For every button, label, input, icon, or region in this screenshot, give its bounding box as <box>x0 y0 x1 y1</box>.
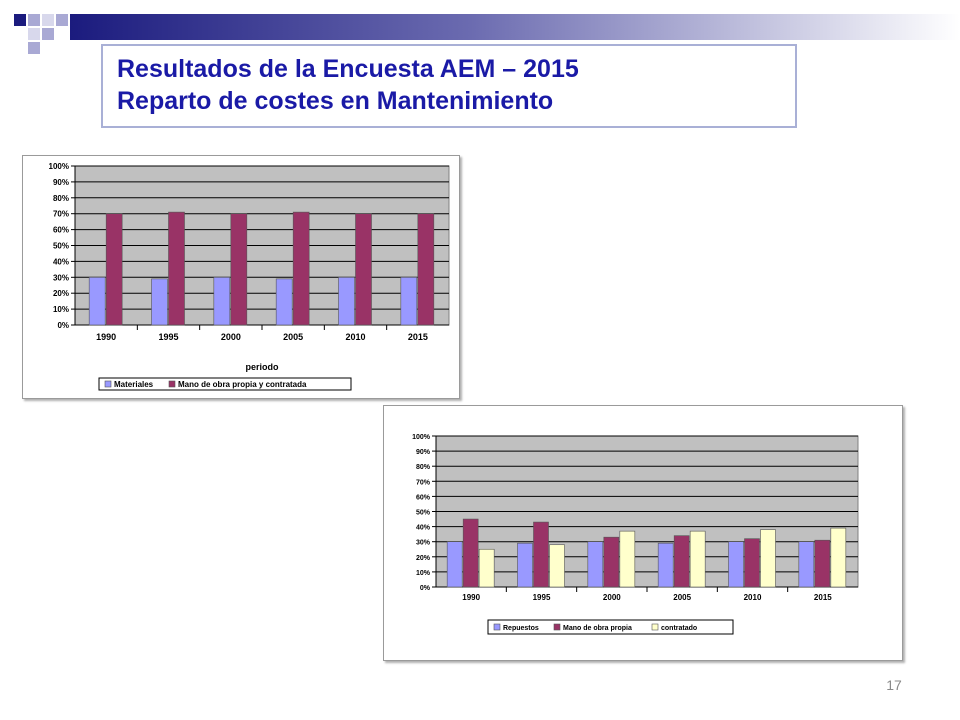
bar <box>517 542 533 588</box>
bar <box>446 541 463 588</box>
legend-label: Materiales <box>114 380 154 389</box>
y-tick-label: 100% <box>49 162 69 171</box>
chart-svg: 0% 10% 20% 30% 40% 50% 60% 70% 80% 90% 100% 1990 199… <box>412 434 859 635</box>
y-tick-label: 90% <box>416 449 431 456</box>
bar <box>151 278 168 326</box>
y-tick-label: 70% <box>53 210 69 219</box>
bar <box>292 211 310 326</box>
y-tick-label: 0% <box>420 585 431 592</box>
y-tick-label: 60% <box>416 494 431 501</box>
bar <box>603 536 620 588</box>
x-tick-label: 2000 <box>221 332 241 342</box>
legend-swatch <box>651 623 659 631</box>
x-tick-label: 2000 <box>603 593 621 602</box>
bar <box>230 213 248 326</box>
decoration-square <box>28 28 40 40</box>
chart-svg: 0% 10% 20% 30% 40% 50% 60% 70% 80% 90% 100% 1990 199… <box>49 162 450 391</box>
y-tick-label: 100% <box>412 434 431 441</box>
decoration-square <box>14 14 26 26</box>
bar <box>673 535 690 588</box>
y-tick-label: 40% <box>53 257 69 266</box>
y-tick-label: 10% <box>53 305 69 314</box>
bar <box>798 541 815 588</box>
decoration-square <box>28 42 40 54</box>
y-tick-label: 10% <box>416 570 431 577</box>
bar <box>830 527 847 588</box>
y-tick-label: 80% <box>416 464 431 471</box>
y-tick-label: 30% <box>53 273 69 282</box>
bar <box>338 277 355 326</box>
y-tick-label: 20% <box>53 289 69 298</box>
y-tick-label: 30% <box>416 540 431 547</box>
legend-swatch <box>493 623 501 631</box>
legend-swatch <box>104 380 112 388</box>
bar <box>728 541 744 588</box>
x-tick-label: 1990 <box>96 332 116 342</box>
legend-label: Repuestos <box>503 625 539 632</box>
y-tick-label: 50% <box>53 242 69 251</box>
legend-box <box>487 619 734 635</box>
bar <box>105 213 123 326</box>
decoration-square <box>42 14 54 26</box>
y-tick-label: 70% <box>416 479 431 486</box>
x-tick-label: 2010 <box>345 332 365 342</box>
slide-title-box: Resultados de la Encuesta AEM – 2015 Rep… <box>101 44 797 128</box>
decoration-square <box>56 14 68 26</box>
bar <box>88 277 106 326</box>
bar <box>275 278 293 326</box>
bar <box>533 521 549 588</box>
bar <box>760 529 776 588</box>
chart-parts-labor-contracted: 0% 10% 20% 30% 40% 50% 60% 70% 80% 90% 100% 1990 199… <box>383 405 903 661</box>
y-tick-label: 80% <box>53 194 69 203</box>
bar <box>657 542 674 588</box>
legend-label: Mano de obra propia <box>563 625 632 632</box>
x-tick-label: 2010 <box>744 593 762 602</box>
bar <box>814 539 831 588</box>
legend-swatch <box>168 380 176 388</box>
x-tick-label: 1990 <box>462 593 480 602</box>
y-tick-label: 90% <box>53 178 69 187</box>
bar <box>400 277 418 326</box>
bar <box>549 544 565 588</box>
y-tick-label: 20% <box>416 555 431 562</box>
decoration-square <box>42 28 54 40</box>
legend-label: Mano de obra propia y contratada <box>178 380 307 389</box>
x-tick-label: 2005 <box>673 593 691 602</box>
bar <box>619 530 636 588</box>
x-tick-label: 1995 <box>158 332 178 342</box>
y-tick-label: 40% <box>416 525 431 532</box>
legend-swatch <box>553 623 561 631</box>
x-tick-label: 1995 <box>533 593 551 602</box>
chart-materials-vs-labor: 0% 10% 20% 30% 40% 50% 60% 70% 80% 90% 100% 1990 199… <box>22 155 460 399</box>
slide-title: Resultados de la Encuesta AEM – 2015 <box>117 55 579 83</box>
legend-box <box>98 377 352 391</box>
decoration-square <box>28 14 40 26</box>
bar <box>587 541 604 588</box>
bar <box>355 213 372 326</box>
x-tick-label: 2015 <box>408 332 428 342</box>
x-tick-label: 2015 <box>814 593 832 602</box>
bar <box>744 538 760 588</box>
bar <box>689 530 706 588</box>
bar <box>213 277 231 326</box>
bar <box>168 211 185 326</box>
header-decoration-bar <box>70 14 960 40</box>
slide-subtitle: Reparto de costes en Mantenimiento <box>117 87 554 115</box>
x-tick-label: 2005 <box>283 332 303 342</box>
y-tick-label: 0% <box>57 321 69 330</box>
bar <box>478 548 495 588</box>
bar <box>462 518 479 588</box>
legend-label: contratado <box>661 625 697 632</box>
y-tick-label: 60% <box>53 226 69 235</box>
x-axis-title: periodo <box>246 362 280 372</box>
page-number: 17 <box>886 677 902 693</box>
bar <box>417 213 435 326</box>
y-tick-label: 50% <box>416 510 431 517</box>
